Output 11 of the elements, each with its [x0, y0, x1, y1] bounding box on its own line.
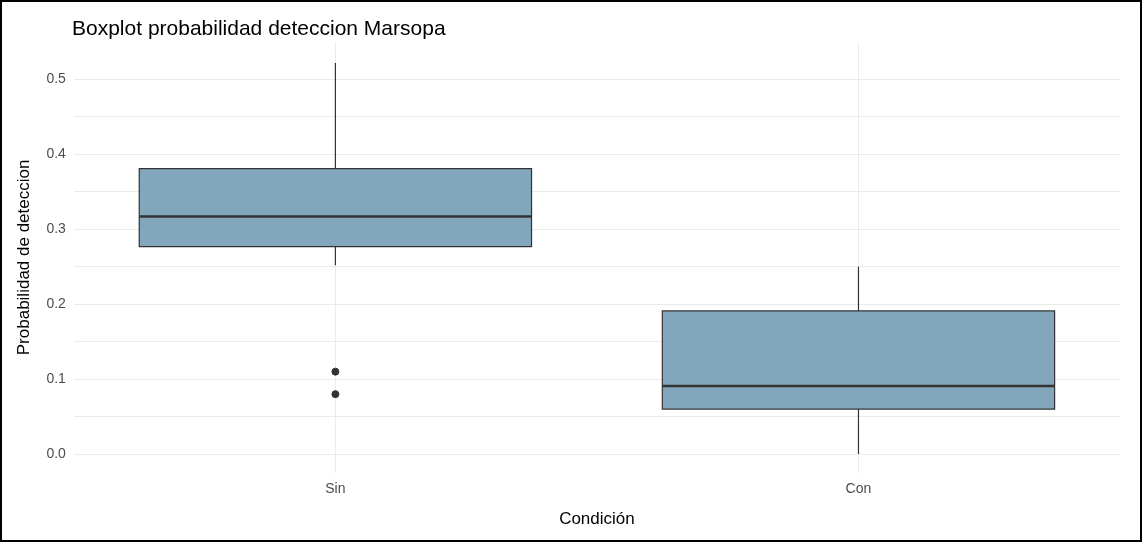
y-tick-label: 0.4	[46, 145, 67, 162]
x-tick-label: Con	[845, 480, 872, 497]
chart-title: Boxplot probabilidad deteccion Marsopa	[72, 16, 446, 40]
y-tick-label: 0.0	[46, 444, 67, 461]
x-axis-title: Condición	[559, 509, 635, 529]
x-tick-label: Sin	[325, 480, 346, 497]
y-tick-label: 0.2	[46, 295, 67, 312]
y-tick-label: 0.5	[46, 70, 67, 87]
y-tick-label: 0.3	[46, 220, 67, 237]
y-axis-title: Probabilidad de deteccion	[13, 159, 33, 356]
y-tick-label: 0.1	[46, 370, 67, 387]
